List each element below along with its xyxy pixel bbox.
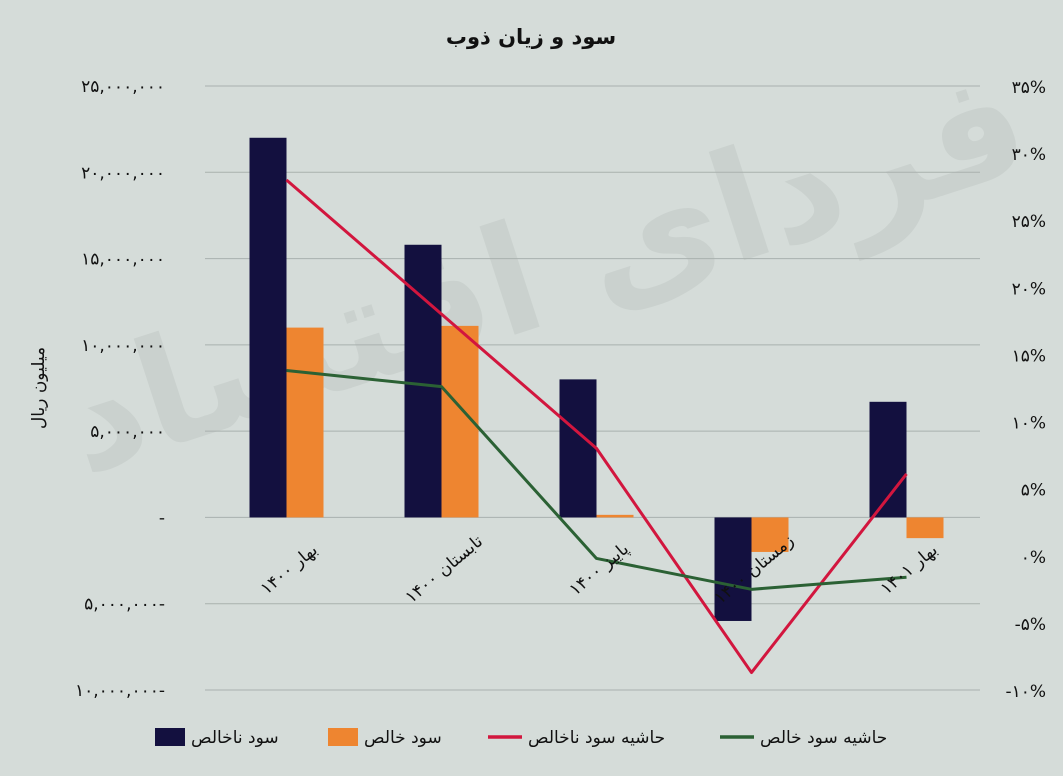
bar-gross-profit	[714, 517, 752, 621]
left-tick-label: ۱۰,۰۰۰,۰۰۰	[81, 336, 165, 356]
bar-gross-profit	[869, 401, 907, 518]
right-tick-label: ۲۰%	[1012, 279, 1046, 299]
bar-net-profit	[906, 517, 944, 539]
category-label: پاییز ۱۴۰۰	[566, 539, 634, 600]
bar-net-profit	[286, 327, 324, 518]
line-net-margin	[286, 369, 907, 591]
line-gross-margin	[285, 178, 908, 675]
right-tick-label: ۱۵%	[1012, 346, 1046, 366]
legend-label: سود ناخالص	[191, 728, 279, 748]
chart-title: سود و زیان ذوب	[446, 25, 616, 49]
category-label: بهار ۱۴۰۱	[877, 540, 942, 599]
legend-swatch	[328, 728, 358, 746]
right-tick-label: ۵%	[1021, 481, 1046, 501]
left-axis: ۲۵,۰۰۰,۰۰۰ ۲۰,۰۰۰,۰۰۰ ۱۵,۰۰۰,۰۰۰ ۱۰,۰۰۰,۰۰۰…	[75, 77, 165, 701]
right-tick-label: ۳۵%	[1012, 78, 1046, 98]
left-tick-label: ۵,۰۰۰,۰۰۰	[90, 422, 165, 442]
legend-label: سود خالص	[364, 728, 442, 748]
bar-net-profit	[751, 517, 789, 552]
legend-swatch	[155, 728, 185, 746]
right-tick-label: ۰%	[1021, 548, 1046, 568]
bars	[249, 137, 944, 621]
left-tick-label: ۱۰,۰۰۰,۰۰۰-	[75, 681, 165, 701]
legend-label: حاشیه سود خالص	[760, 728, 887, 748]
right-tick-label: ۳۰%	[1012, 145, 1046, 165]
lines	[285, 178, 908, 675]
bar-gross-profit	[404, 244, 442, 518]
legend: سود ناخالص سود خالص حاشیه سود ناخالص حاشیه …	[155, 728, 887, 748]
left-tick-label: ۲۰,۰۰۰,۰۰۰	[81, 163, 165, 183]
right-tick-label: ۱۰%	[1012, 414, 1046, 434]
left-tick-label: ۱۵,۰۰۰,۰۰۰	[81, 250, 165, 270]
right-tick-label: -۵%	[1015, 615, 1046, 635]
bar-gross-profit	[559, 379, 597, 518]
bar-net-profit	[596, 514, 634, 518]
y-axis-label: میلیون ریال	[29, 347, 49, 429]
right-axis: ۳۵% ۳۰% ۲۵% ۲۰% ۱۵% ۱۰% ۵% ۰% -۵% -۱۰%	[1005, 78, 1046, 702]
left-tick-label: ۲۵,۰۰۰,۰۰۰	[81, 77, 165, 97]
left-tick-label: ۵,۰۰۰,۰۰۰-	[84, 595, 165, 615]
left-tick-label: -	[159, 508, 165, 528]
legend-label: حاشیه سود ناخالص	[528, 728, 665, 748]
category-label: بهار ۱۴۰۰	[257, 540, 322, 599]
bar-gross-profit	[249, 137, 287, 518]
right-tick-label: ۲۵%	[1012, 212, 1046, 232]
category-label: تابستان ۱۴۰۰	[402, 531, 487, 607]
right-tick-label: -۱۰%	[1005, 682, 1046, 702]
